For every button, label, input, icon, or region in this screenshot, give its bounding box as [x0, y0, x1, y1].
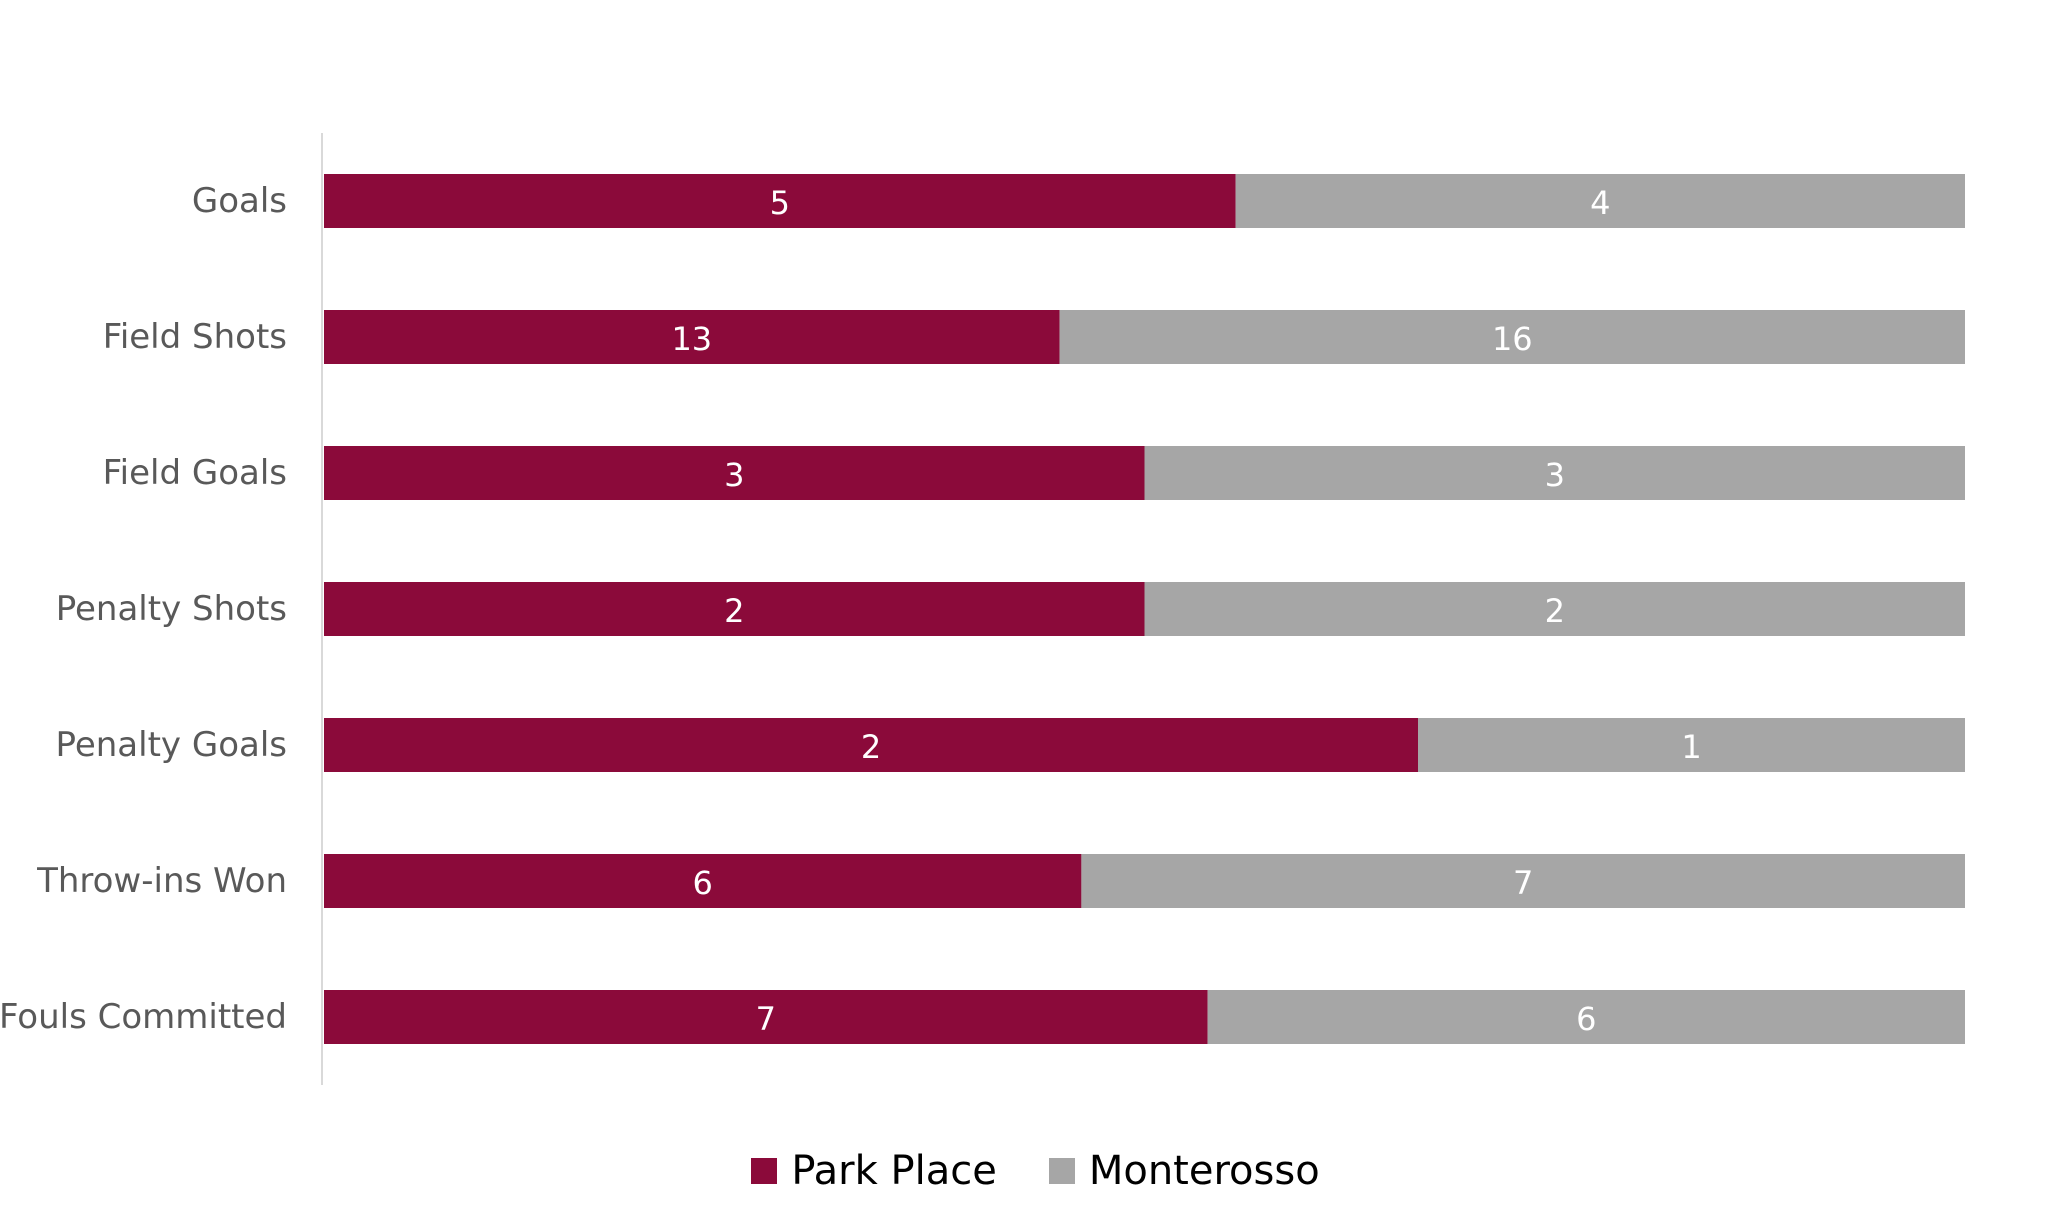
category-labels: Goals Field Shots Field Goals Penalty Shots… [0, 181, 287, 1037]
bar-segment-series-1 [1144, 582, 1965, 636]
data-label-series-1: 4 [1590, 184, 1610, 222]
data-labels: 5 413 163 32 22 16 77 6 [671, 184, 1701, 1038]
data-label-series-1: 7 [1513, 864, 1533, 902]
data-label-series-0: 6 [693, 864, 713, 902]
legend: Park Place Monterosso [0, 1148, 2051, 1194]
bar-segment-series-1 [1235, 174, 1965, 228]
data-label-series-0: 7 [756, 1000, 776, 1038]
category-label: Field Goals [103, 453, 287, 493]
category-label: Penalty Shots [56, 589, 287, 629]
bar-segment-series-1 [1059, 310, 1965, 364]
bar-segment-series-0 [324, 310, 1060, 364]
category-label: Fouls Committed [0, 997, 287, 1037]
bar-segment-series-0 [324, 174, 1236, 228]
data-label-series-1: 16 [1492, 320, 1533, 358]
legend-swatch-series-1 [1048, 1158, 1075, 1184]
data-label-series-0: 13 [671, 320, 712, 358]
bar-segment-series-0 [324, 582, 1145, 636]
bar-segment-series-0 [324, 990, 1208, 1044]
legend-label-series-1: Monterosso [1088, 1148, 1320, 1194]
bar-segment-series-0 [324, 446, 1145, 500]
category-label: Penalty Goals [56, 725, 287, 765]
legend-label-series-0: Park Place [791, 1148, 997, 1194]
data-label-series-0: 5 [770, 184, 790, 222]
category-label: Throw-ins Won [36, 861, 287, 901]
data-label-series-0: 3 [724, 456, 744, 494]
bar-segment-series-0 [324, 718, 1418, 772]
legend-item-series-1: Monterosso [1048, 1148, 1320, 1194]
legend-item-series-0: Park Place [751, 1148, 997, 1194]
category-label: Field Shots [103, 317, 287, 357]
category-label: Goals [192, 181, 287, 221]
bar-segment-series-1 [1207, 990, 1965, 1044]
data-label-series-1: 3 [1545, 456, 1565, 494]
bar-segment-series-1 [1144, 446, 1965, 500]
bar-groups [324, 174, 1965, 1044]
data-label-series-0: 2 [861, 728, 881, 766]
bar-segment-series-0 [324, 854, 1082, 908]
data-label-series-0: 2 [724, 592, 744, 630]
data-label-series-1: 1 [1681, 728, 1701, 766]
data-label-series-1: 6 [1576, 1000, 1596, 1038]
bar-segment-series-1 [1081, 854, 1965, 908]
bar-segment-series-1 [1418, 718, 1965, 772]
legend-swatch-series-0 [751, 1158, 778, 1184]
data-label-series-1: 2 [1545, 592, 1565, 630]
